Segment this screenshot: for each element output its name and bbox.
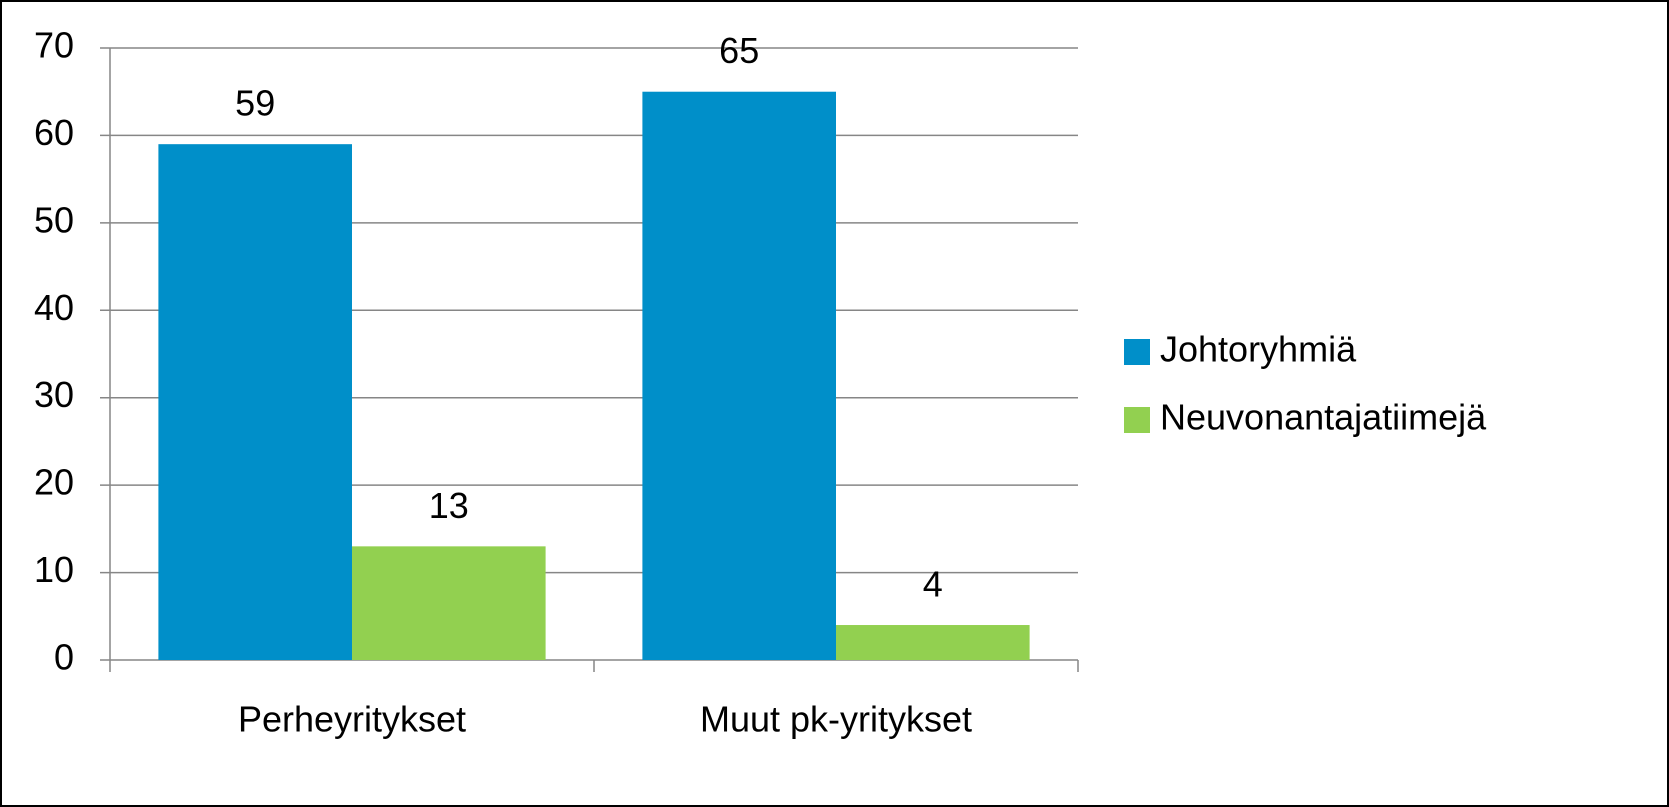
data-label: 4 (923, 564, 943, 605)
bar (642, 91, 836, 660)
x-tick-label: Perheyritykset (238, 699, 466, 740)
data-label: 59 (235, 83, 275, 124)
y-tick-label: 40 (34, 287, 74, 328)
legend-label: Neuvonantajatiimejä (1160, 397, 1487, 438)
y-tick-label: 30 (34, 374, 74, 415)
bar (836, 625, 1030, 660)
y-tick-label: 50 (34, 199, 74, 240)
y-tick-label: 20 (34, 462, 74, 503)
bar (158, 144, 352, 660)
legend-label: Johtoryhmiä (1160, 329, 1357, 370)
legend-swatch (1124, 407, 1150, 433)
data-label: 13 (429, 485, 469, 526)
y-tick-label: 70 (34, 25, 74, 66)
data-label: 65 (719, 30, 759, 71)
y-tick-label: 10 (34, 549, 74, 590)
bar (352, 546, 546, 660)
legend-swatch (1124, 339, 1150, 365)
y-tick-label: 0 (54, 637, 74, 678)
x-tick-label: Muut pk-yritykset (700, 699, 972, 740)
y-tick-label: 60 (34, 112, 74, 153)
